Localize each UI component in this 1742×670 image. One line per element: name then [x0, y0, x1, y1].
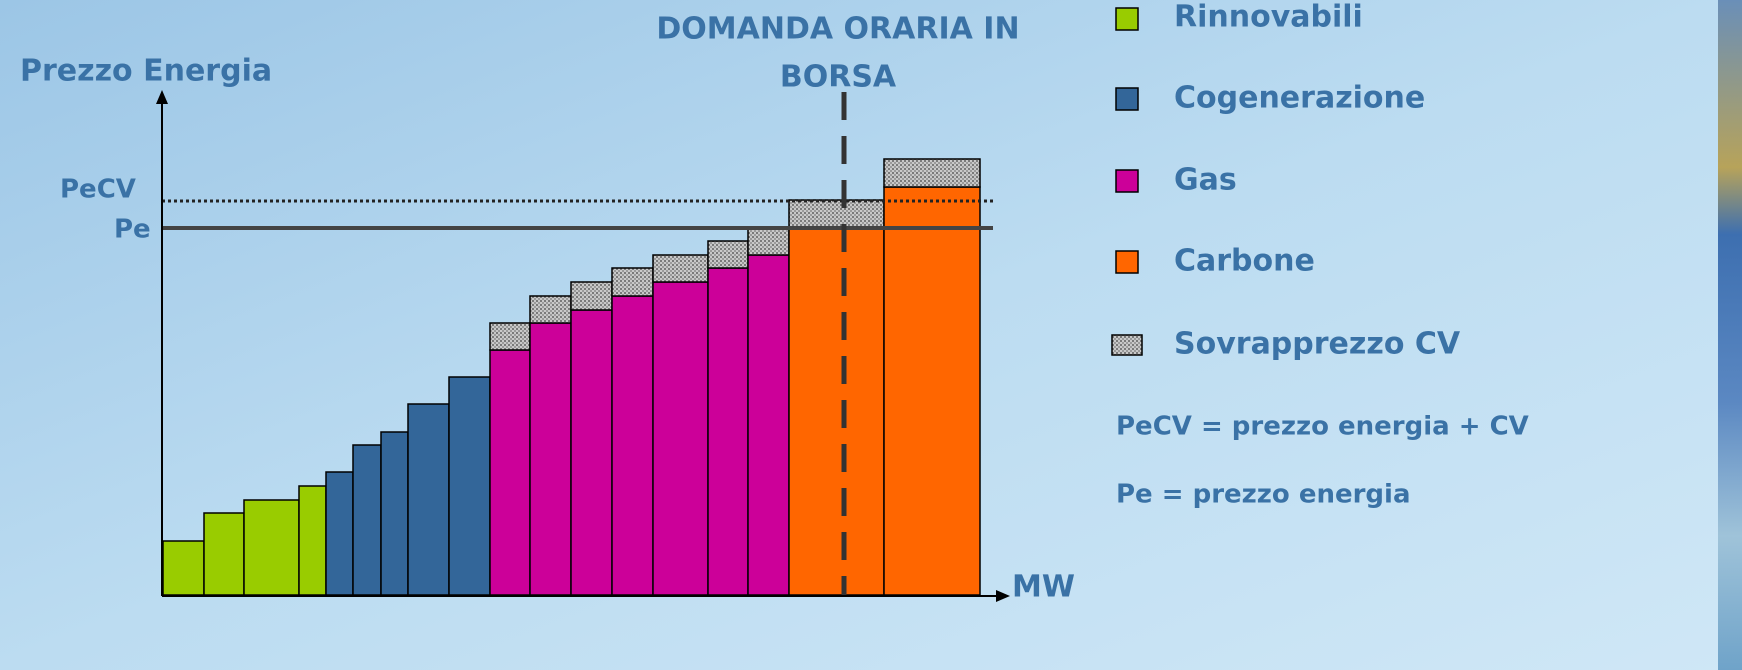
bar — [203, 512, 245, 596]
pe-label: Pe — [114, 215, 151, 245]
legend-swatch — [1115, 169, 1139, 193]
x-arrow — [996, 590, 1010, 602]
legend-label: Rinnovabili — [1174, 0, 1363, 35]
y-axis-label: Prezzo Energia — [20, 54, 272, 89]
bar-cap — [788, 199, 885, 229]
legend-swatch — [1111, 334, 1143, 356]
bar — [652, 281, 709, 596]
bar — [707, 267, 749, 596]
bar-cap — [529, 295, 572, 324]
bar — [298, 485, 327, 596]
bar-cap — [489, 322, 531, 351]
demand-label: DOMANDA ORARIA IN — [656, 12, 1019, 47]
legend-swatch — [1115, 250, 1139, 274]
pecv-label: PeCV — [60, 175, 136, 205]
bar — [883, 186, 981, 596]
bar-cap — [883, 158, 981, 188]
decor-strip — [1718, 0, 1742, 670]
bar — [570, 309, 613, 596]
legend-label: Gas — [1174, 163, 1237, 198]
bar — [162, 540, 205, 596]
bar-cap — [707, 240, 749, 269]
bar — [611, 295, 654, 596]
bar — [325, 471, 354, 596]
legend-swatch — [1115, 87, 1139, 111]
legend-label: Carbone — [1174, 244, 1315, 279]
bar — [407, 403, 450, 596]
demand-label: BORSA — [780, 60, 897, 95]
bar-cap — [611, 267, 654, 297]
bars — [162, 158, 981, 596]
bar-cap — [747, 227, 790, 256]
bar — [352, 444, 382, 596]
bar-cap — [652, 254, 709, 283]
x-axis-label: MW — [1012, 570, 1075, 605]
bar — [448, 376, 491, 596]
bar — [489, 349, 531, 596]
bar — [529, 322, 572, 596]
legend-label: Cogenerazione — [1174, 81, 1425, 116]
bar — [747, 254, 790, 596]
legend-label: Sovrapprezzo CV — [1174, 327, 1461, 362]
legend-swatch — [1115, 7, 1139, 31]
note: Pe = prezzo energia — [1116, 480, 1411, 510]
bar — [243, 499, 300, 596]
bar-cap — [570, 281, 613, 311]
bar — [788, 227, 885, 596]
note: PeCV = prezzo energia + CV — [1116, 412, 1529, 442]
y-arrow — [156, 90, 168, 104]
bar — [380, 431, 409, 596]
